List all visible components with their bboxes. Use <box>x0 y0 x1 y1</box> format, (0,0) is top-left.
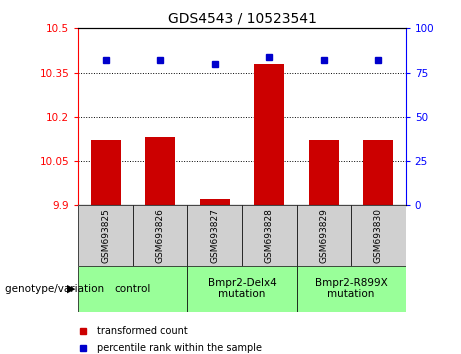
Bar <box>254 64 284 205</box>
Bar <box>242 205 296 266</box>
Bar <box>188 266 296 312</box>
Bar <box>200 199 230 205</box>
Text: genotype/variation: genotype/variation <box>5 284 107 293</box>
Text: ▶: ▶ <box>67 284 76 293</box>
Text: percentile rank within the sample: percentile rank within the sample <box>97 343 262 353</box>
Bar <box>296 205 351 266</box>
Text: GSM693830: GSM693830 <box>374 208 383 263</box>
Text: GSM693828: GSM693828 <box>265 208 274 263</box>
Bar <box>296 266 406 312</box>
Bar <box>78 205 133 266</box>
Title: GDS4543 / 10523541: GDS4543 / 10523541 <box>168 12 316 26</box>
Text: GSM693825: GSM693825 <box>101 208 110 263</box>
Text: Bmpr2-R899X
mutation: Bmpr2-R899X mutation <box>315 278 388 299</box>
Bar <box>78 266 188 312</box>
Bar <box>309 141 339 205</box>
Bar <box>91 141 121 205</box>
Text: GSM693826: GSM693826 <box>156 208 165 263</box>
Bar <box>188 205 242 266</box>
Text: GSM693829: GSM693829 <box>319 208 328 263</box>
Text: GSM693827: GSM693827 <box>210 208 219 263</box>
Bar <box>145 137 175 205</box>
Text: control: control <box>115 284 151 293</box>
Bar <box>363 141 393 205</box>
Text: transformed count: transformed count <box>97 326 188 336</box>
Text: Bmpr2-Delx4
mutation: Bmpr2-Delx4 mutation <box>207 278 277 299</box>
Bar <box>351 205 406 266</box>
Bar <box>133 205 188 266</box>
